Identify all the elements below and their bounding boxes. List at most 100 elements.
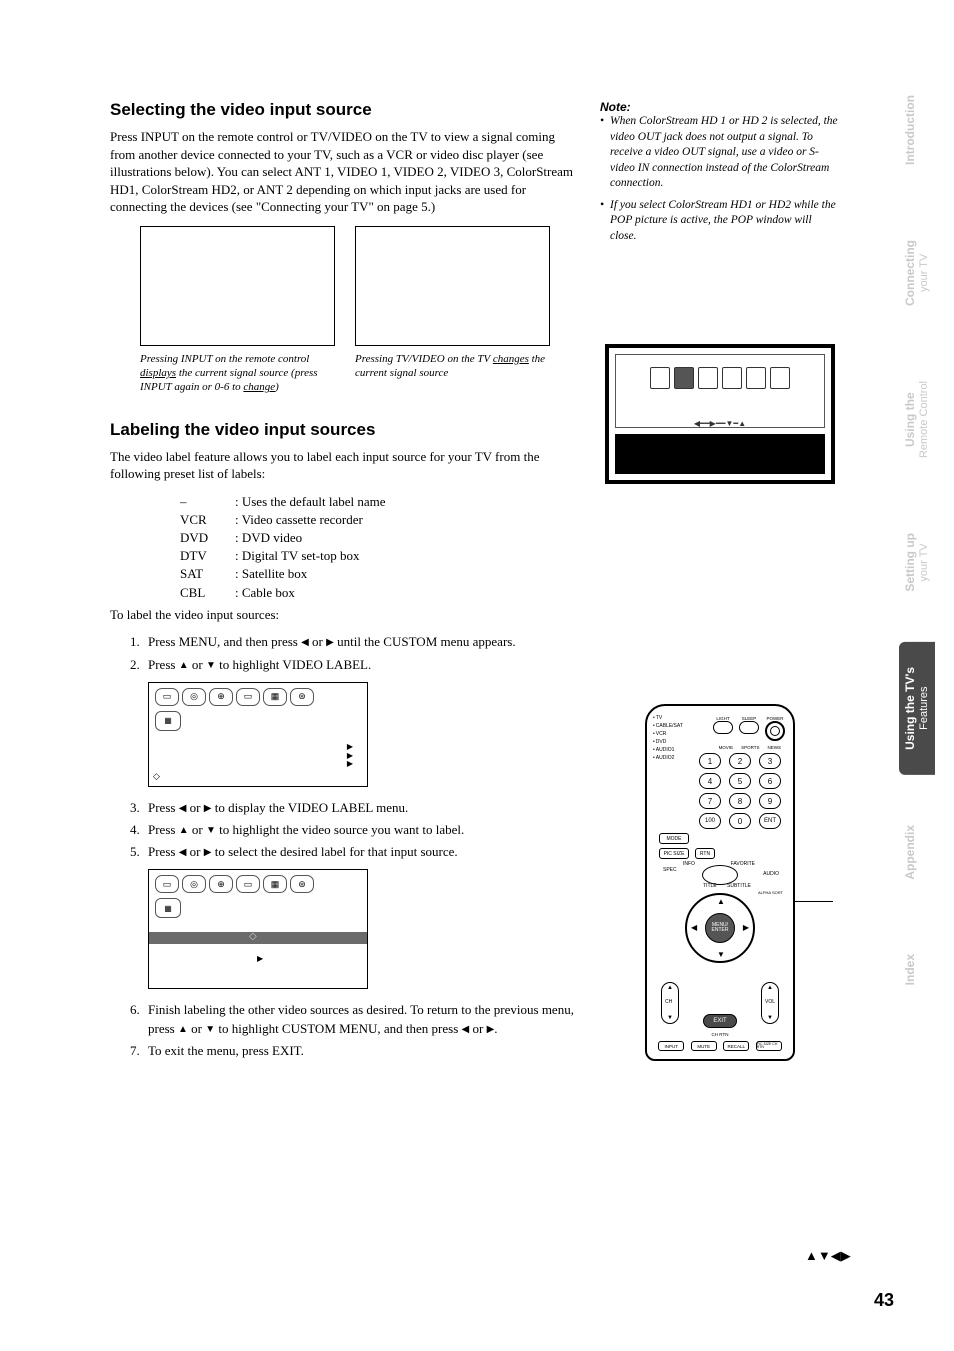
menu-tab-icon: ⊕ <box>209 688 233 706</box>
num-1-button[interactable]: 1 <box>699 753 721 769</box>
picsize-button[interactable]: PIC SIZE <box>659 848 689 859</box>
favorite-ring[interactable] <box>702 865 738 885</box>
step-4: Press ▲ or ▼ to highlight the video sour… <box>148 821 580 839</box>
remote-mode-labels: TV CABLE/SAT VCR DVD AUDIO1 AUDIO2 <box>653 714 683 762</box>
left-arrow-icon: ◀ <box>301 637 309 648</box>
caption-tv: Pressing TV/VIDEO on the TV changes the … <box>355 352 550 395</box>
menu-tab-icon: ⊛ <box>290 688 314 706</box>
num-5-button[interactable]: 5 <box>729 773 751 789</box>
movie-label: MOVIE <box>719 745 734 750</box>
dpad-right-icon: ▶ <box>743 923 749 932</box>
label-preset-list: –: Uses the default label name VCR: Vide… <box>180 493 580 602</box>
menu-handle-icon: ◇ <box>249 931 257 942</box>
section2-heading: Labeling the video input sources <box>110 420 580 440</box>
down-arrow-icon: ▼ <box>205 1024 215 1035</box>
steps-list-cont: 3.Press ◀ or ▶ to display the VIDEO LABE… <box>130 799 580 862</box>
num-4-button[interactable]: 4 <box>699 773 721 789</box>
recall-button[interactable]: RECALL <box>723 1041 749 1051</box>
page-number: 43 <box>874 1290 894 1311</box>
menu-selected-icon: ▦ <box>155 711 181 731</box>
ent-button[interactable]: ENT <box>759 813 781 829</box>
tv-source-icon <box>770 367 790 389</box>
vol-rocker[interactable]: ▲VOL▼ <box>761 982 779 1024</box>
tab-introduction[interactable]: Introduction <box>899 70 921 190</box>
tv-source-icon-active <box>674 367 694 389</box>
dpad-left-icon: ◀ <box>691 923 697 932</box>
note-item: When ColorStream HD 1 or HD 2 is selecte… <box>600 114 840 192</box>
tv-source-icon <box>722 367 742 389</box>
tab-features[interactable]: Using the TV'sFeatures <box>899 642 935 775</box>
favorite-label: FAVORITE <box>731 861 755 867</box>
up-arrow-icon: ▲ <box>179 660 189 671</box>
chrtn-label: CH RTN <box>655 1032 785 1037</box>
rtn-button[interactable]: RTN <box>695 848 715 859</box>
info-label: INFO <box>683 861 695 867</box>
num-8-button[interactable]: 8 <box>729 793 751 809</box>
num-2-button[interactable]: 2 <box>729 753 751 769</box>
tv-source-icon <box>650 367 670 389</box>
steps-list: 1.Press MENU, and then press ◀ or ▶ unti… <box>130 633 580 673</box>
menu-arrow-icon: ▶ <box>257 954 263 963</box>
menu-tab-icon: ⊕ <box>209 875 233 893</box>
num-7-button[interactable]: 7 <box>699 793 721 809</box>
step-2: Press ▲ or ▼ to highlight VIDEO LABEL. <box>148 656 580 674</box>
ch-rocker[interactable]: ▲CH▼ <box>661 982 679 1024</box>
news-label: NEWS <box>768 745 782 750</box>
alpha-label: ALPHA SORT <box>758 891 783 895</box>
audio-label: AUDIO <box>763 871 779 877</box>
down-arrow-icon: ▼ <box>206 825 216 836</box>
steps-list-end: 6.Finish labeling the other video source… <box>130 1001 580 1060</box>
num-3-button[interactable]: 3 <box>759 753 781 769</box>
title-label: TITLE <box>703 883 717 889</box>
menu-tab-icon: ⊛ <box>290 875 314 893</box>
step-5: Press ◀ or ▶ to select the desired label… <box>148 843 580 861</box>
sleep-button[interactable] <box>739 721 759 734</box>
menu-tab-icon: ▭ <box>236 688 260 706</box>
input-button[interactable]: INPUT <box>658 1041 684 1051</box>
tab-index[interactable]: Index <box>899 929 921 1010</box>
power-button[interactable] <box>765 721 785 741</box>
menu-tab-icon: ▦ <box>263 875 287 893</box>
num-6-button[interactable]: 6 <box>759 773 781 789</box>
mode-button[interactable]: MODE <box>659 833 689 844</box>
right-arrow-icon: ▶ <box>326 637 334 648</box>
section2-intro: The video label feature allows you to la… <box>110 448 580 483</box>
note-heading: Note: <box>600 100 840 114</box>
step-7: To exit the menu, press EXIT. <box>148 1042 580 1060</box>
remote-illustration-placeholder <box>140 226 335 346</box>
up-arrow-icon: ▲ <box>179 825 189 836</box>
menu-tab-icon: ▭ <box>155 875 179 893</box>
num-9-button[interactable]: 9 <box>759 793 781 809</box>
down-arrow-icon: ▼ <box>206 660 216 671</box>
step-1: Press MENU, and then press ◀ or ▶ until … <box>148 633 580 651</box>
custom-menu-screenshot-1: ▭ ◎ ⊕ ▭ ▦ ⊛ ▦ ▶▶▶ ◇ <box>148 682 368 787</box>
menu-enter-button[interactable]: MENU/ ENTER <box>705 913 735 943</box>
dpad-up-icon: ▲ <box>717 897 725 906</box>
tv-source-icon <box>698 367 718 389</box>
light-button[interactable] <box>713 721 733 734</box>
dpad[interactable]: MENU/ ENTER ▲ ▼ ◀ ▶ <box>685 893 755 963</box>
mute-button[interactable]: MUTE <box>691 1041 717 1051</box>
tv-bottom-bar <box>615 434 825 474</box>
note-item: If you select ColorStream HD1 or HD2 whi… <box>600 198 840 245</box>
menu-tab-icon: ◎ <box>182 688 206 706</box>
tab-connecting[interactable]: Connectingyour TV <box>899 215 935 331</box>
picsize-chrtn-button[interactable]: PIC SIZE CH RTN <box>756 1041 782 1051</box>
number-pad: 1 2 3 4 5 6 7 8 9 100 0 ENT <box>655 753 781 829</box>
tv-illustration-placeholder <box>355 226 550 346</box>
num-0-button[interactable]: 0 <box>729 813 751 829</box>
tab-remote[interactable]: Using theRemote Control <box>899 356 935 483</box>
menu-selected-icon: ▦ <box>155 898 181 918</box>
tv-screen-illustration: ◀━━▶━━▼━▲ <box>605 344 835 484</box>
section1-heading: Selecting the video input source <box>110 100 580 120</box>
subtitle-label: SUBTITLE <box>727 883 751 889</box>
callout-line <box>793 901 833 902</box>
tab-appendix[interactable]: Appendix <box>899 800 921 905</box>
dpad-down-icon: ▼ <box>717 950 725 959</box>
exit-button[interactable]: EXIT <box>703 1014 737 1028</box>
menu-tab-icon: ▦ <box>263 688 287 706</box>
remote-control-illustration: TV CABLE/SAT VCR DVD AUDIO1 AUDIO2 LIGHT… <box>645 704 795 1061</box>
menu-tab-icon: ▭ <box>236 875 260 893</box>
tab-setup[interactable]: Setting upyour TV <box>899 508 935 617</box>
num-100-button[interactable]: 100 <box>699 813 721 829</box>
